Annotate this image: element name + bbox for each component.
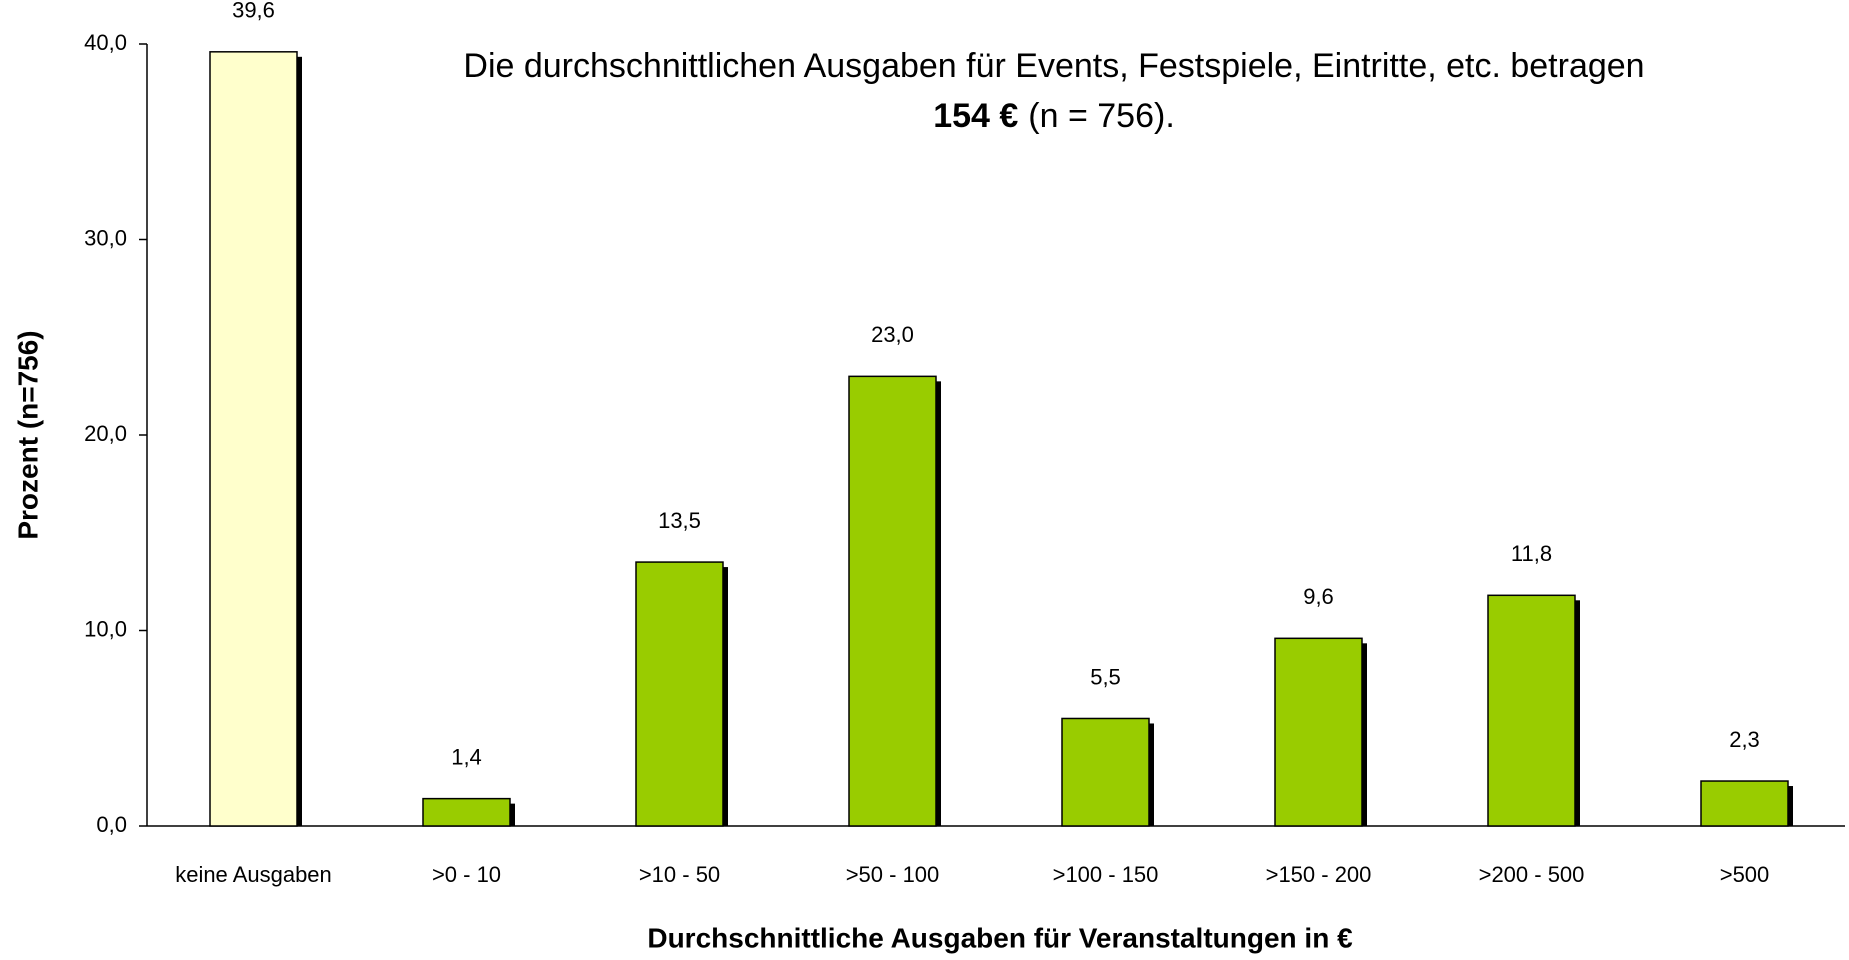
value-label: 2,3: [1729, 727, 1760, 752]
x-tick-label: >500: [1720, 862, 1770, 887]
annotation: 154 € (n = 756).: [933, 97, 1175, 135]
value-label: 5,5: [1090, 664, 1121, 689]
bar: [1274, 637, 1363, 827]
x-tick-label: >10 - 50: [639, 862, 720, 887]
y-tick-label: 0,0: [96, 812, 127, 837]
value-label: 9,6: [1303, 584, 1334, 609]
chart-title: Die durchschnittlichen Ausgaben für Even…: [463, 47, 1644, 85]
x-tick-label: keine Ausgaben: [175, 862, 332, 887]
bar: [1061, 717, 1150, 827]
y-tick-label: 40,0: [84, 30, 127, 55]
value-label: 23,0: [871, 322, 914, 347]
x-tick-label: >0 - 10: [432, 862, 501, 887]
annotation-text: (n = 756).: [1028, 97, 1174, 135]
x-axis-title: Durchschnittliche Ausgaben für Veranstal…: [647, 922, 1353, 953]
x-tick-label: >200 - 500: [1479, 862, 1585, 887]
x-tick-label: >50 - 100: [846, 862, 940, 887]
bar: [848, 375, 937, 827]
bar: [209, 51, 298, 827]
annotation-bold: 154 €: [933, 97, 1018, 135]
bar: [1700, 780, 1789, 827]
value-label: 13,5: [658, 508, 701, 533]
value-label: 1,4: [451, 744, 482, 769]
y-axis-title: Prozent (n=756): [12, 330, 43, 539]
bar: [635, 561, 724, 827]
value-label: 11,8: [1511, 541, 1552, 566]
x-tick-label: >150 - 200: [1266, 862, 1372, 887]
y-tick-label: 30,0: [84, 225, 127, 250]
y-tick-label: 10,0: [84, 616, 127, 641]
value-label: 39,6: [232, 0, 275, 23]
y-tick-label: 20,0: [84, 421, 127, 446]
bar: [1487, 594, 1576, 827]
bar: [422, 797, 511, 827]
x-tick-label: >100 - 150: [1053, 862, 1159, 887]
